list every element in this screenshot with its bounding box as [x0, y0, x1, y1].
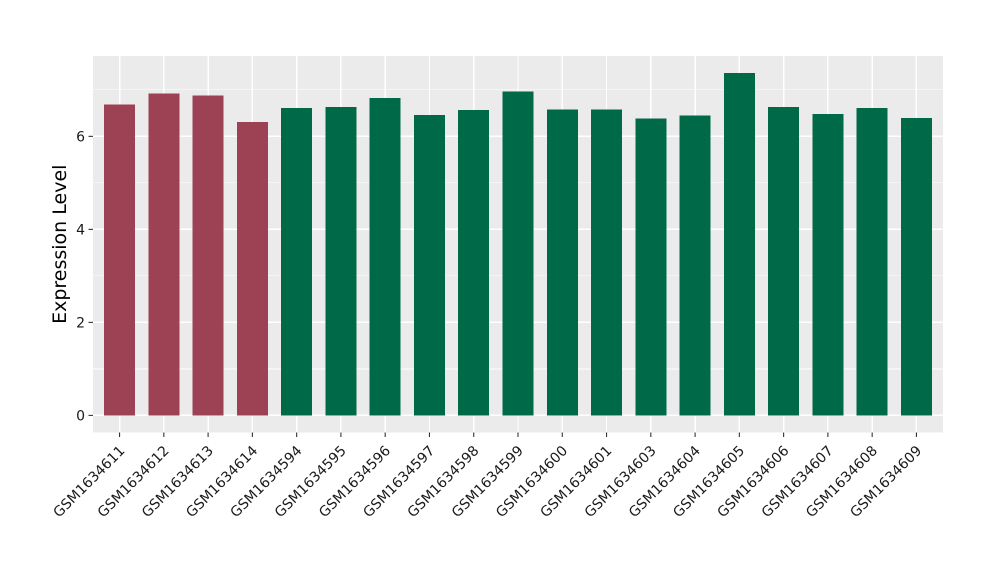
bar-GSM1634612: [148, 93, 180, 416]
y-tick-label: 0: [76, 408, 85, 424]
bar-GSM1634604: [679, 115, 711, 416]
y-axis-title: Expression Level: [49, 165, 71, 324]
bar-GSM1634603: [635, 118, 667, 416]
bar-GSM1634607: [812, 114, 844, 416]
y-tick-label: 6: [76, 129, 85, 145]
y-tick-label: 2: [76, 315, 85, 331]
bar-GSM1634596: [369, 98, 401, 416]
bar-GSM1634614: [236, 121, 268, 416]
bar-GSM1634597: [413, 114, 445, 416]
bar-GSM1634600: [546, 109, 578, 416]
bar-GSM1634608: [856, 107, 888, 416]
bar-GSM1634598: [458, 109, 490, 416]
bar-GSM1634601: [591, 109, 623, 416]
bar-GSM1634594: [281, 107, 313, 416]
bar-GSM1634611: [104, 104, 136, 416]
bar-GSM1634605: [723, 73, 755, 416]
bar-GSM1634606: [768, 107, 800, 416]
y-tick-label: 4: [76, 222, 85, 238]
bar-GSM1634595: [325, 107, 357, 416]
bar-GSM1634613: [192, 95, 224, 416]
bar-GSM1634599: [502, 91, 534, 416]
bar-GSM1634609: [900, 117, 932, 416]
